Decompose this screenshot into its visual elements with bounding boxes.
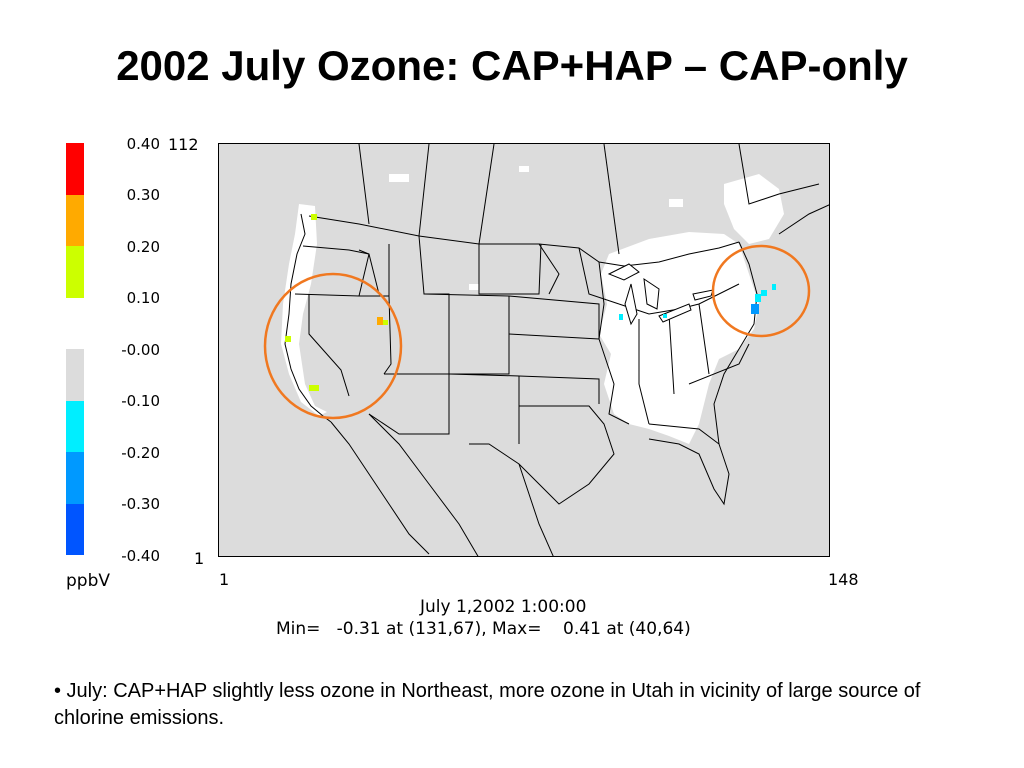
positive-anomaly-spots xyxy=(285,214,388,391)
legend-label: -0.30 xyxy=(121,495,160,513)
plot-date: July 1,2002 1:00:00 xyxy=(420,597,587,617)
legend-label: -0.40 xyxy=(121,547,160,565)
legend-unit: ppbV xyxy=(66,571,111,591)
north-america-map xyxy=(263,144,829,556)
bullet-note: • July: CAP+HAP slightly less ozone in N… xyxy=(54,680,921,729)
legend-swatch xyxy=(66,246,84,298)
northeast-highlight-circle xyxy=(711,244,811,338)
x-axis-right-label: 148 xyxy=(828,570,859,589)
legend-label: -0.10 xyxy=(121,392,160,410)
legend-label: -0.20 xyxy=(121,444,160,462)
legend-swatch xyxy=(66,400,84,452)
legend-label: -0.00 xyxy=(121,341,160,359)
west-highlight-circle xyxy=(263,272,403,420)
legend-label: 0.10 xyxy=(126,289,160,307)
slide-title: 2002 July Ozone: CAP+HAP – CAP-only xyxy=(116,42,908,89)
legend-swatch xyxy=(66,503,84,555)
plot-minmax: Min= -0.31 at (131,67), Max= 0.41 at (40… xyxy=(276,619,691,639)
legend-label: 0.40 xyxy=(126,135,160,153)
legend-swatch xyxy=(66,297,84,349)
state-boundaries xyxy=(284,144,829,556)
legend-label: 0.20 xyxy=(126,238,160,256)
legend-swatch xyxy=(66,143,84,195)
ozone-difference-map xyxy=(218,143,830,557)
legend-swatch xyxy=(66,452,84,504)
legend-swatch xyxy=(66,349,84,401)
near-zero-regions xyxy=(281,166,784,444)
y-axis-bottom-label: 1 xyxy=(194,549,205,568)
highlight-circles xyxy=(263,244,811,420)
negative-anomaly-spots xyxy=(619,284,776,320)
color-legend-bar xyxy=(66,143,84,555)
great-lakes xyxy=(607,263,714,326)
legend-swatch xyxy=(66,194,84,246)
x-axis-left-label: 1 xyxy=(219,570,230,589)
y-axis-top-label: 112 xyxy=(168,135,199,154)
legend-label: 0.30 xyxy=(126,186,160,204)
